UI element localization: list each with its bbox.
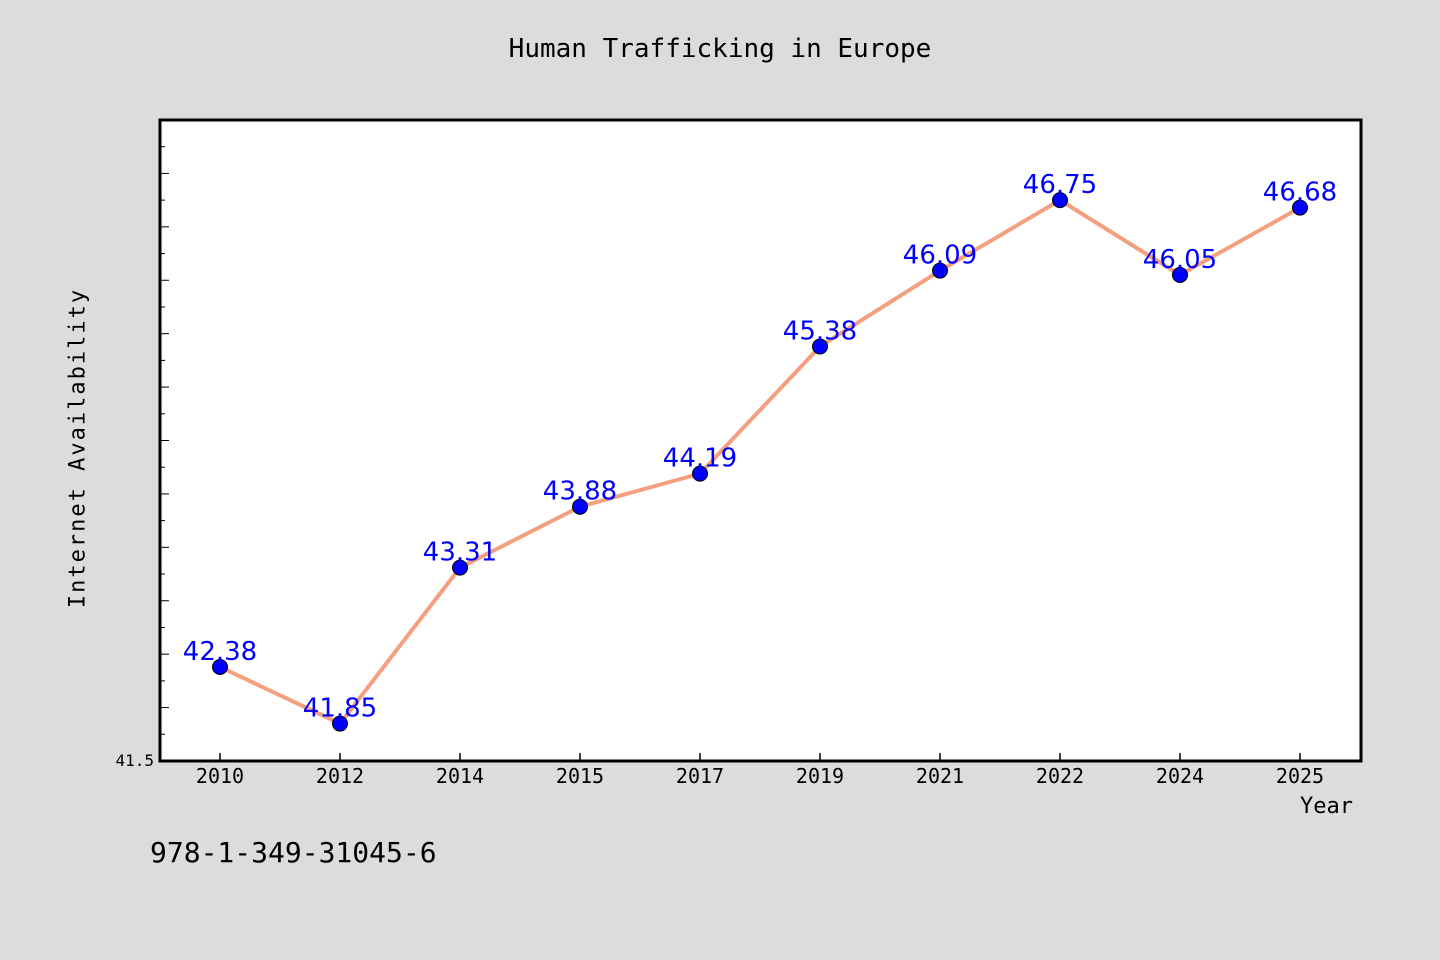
data-point	[212, 658, 228, 675]
x-tick-label: 2014	[436, 764, 484, 788]
data-point	[1052, 192, 1068, 209]
chart-title: Human Trafficking in Europe	[508, 34, 932, 64]
data-label: 46.05	[1143, 245, 1217, 275]
series-line	[219, 198, 1301, 726]
x-tick-label: 2017	[676, 764, 724, 788]
data-point	[692, 465, 708, 482]
data-point	[812, 338, 828, 355]
x-tick-label: 2022	[1036, 764, 1084, 788]
x-tick-label: 2024	[1156, 764, 1204, 788]
y-tick-label: 41.5	[115, 751, 154, 770]
plot-area	[158, 118, 1363, 763]
y-axis-ticks: 41.5	[115, 146, 169, 770]
markers-group	[212, 192, 1308, 732]
data-label: 42.38	[183, 637, 257, 667]
series-line-group	[219, 198, 1301, 726]
data-labels-group: 42.38 41.85 43.31 43.88 44.19 45.38 46.09 46.75…	[183, 170, 1337, 723]
x-tick-label: 2019	[796, 764, 844, 788]
x-tick-label: 2025	[1276, 764, 1324, 788]
data-label: 43.31	[423, 538, 497, 568]
x-axis-label: Year	[1300, 794, 1353, 819]
data-label: 46.75	[1023, 170, 1097, 200]
data-label: 41.85	[303, 694, 377, 724]
x-tick-label: 2021	[916, 764, 964, 788]
x-tick-label: 2010	[196, 764, 244, 788]
data-label: 44.19	[663, 444, 737, 474]
data-label: 46.09	[903, 241, 977, 271]
data-label: 46.68	[1263, 178, 1337, 208]
x-axis-ticks: 2010 2012 2014 2015 2017 2019 2021 2022 2024 2025	[196, 753, 1324, 788]
x-tick-label: 2015	[556, 764, 604, 788]
data-label: 45.38	[783, 316, 857, 346]
data-point	[572, 498, 588, 515]
x-tick-label: 2012	[316, 764, 364, 788]
data-point	[1172, 266, 1188, 283]
data-point	[1292, 199, 1308, 216]
data-point	[932, 262, 948, 279]
data-point	[452, 559, 468, 576]
footer-code: 978-1-349-31045-6	[150, 836, 437, 869]
data-label: 43.88	[543, 477, 617, 507]
data-point	[332, 715, 348, 732]
